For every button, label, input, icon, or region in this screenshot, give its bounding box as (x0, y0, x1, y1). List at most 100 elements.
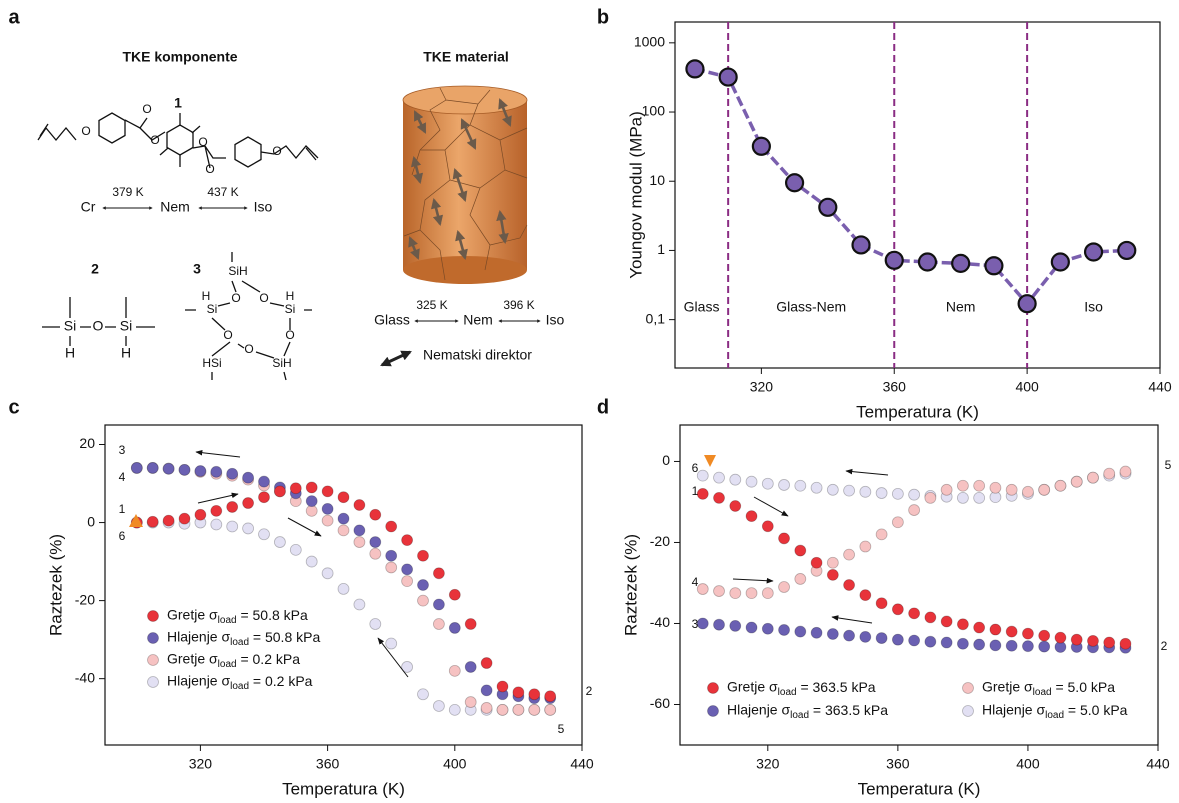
data-point (417, 579, 429, 591)
director-arrow (460, 118, 477, 150)
atom: H (202, 289, 211, 303)
y-tick-label: 0 (87, 513, 95, 529)
data-point (289, 482, 302, 495)
data-point (258, 491, 270, 504)
y-tick-label: -40 (650, 614, 670, 630)
data-point (818, 197, 838, 217)
atom: O (205, 162, 214, 176)
data-point (1022, 485, 1034, 498)
legend-label: Gretje σload = 363.5 kPa (727, 679, 876, 698)
data-point (401, 661, 414, 673)
data-point (385, 561, 398, 574)
atom: O (142, 102, 151, 116)
compound-number: 3 (193, 261, 201, 277)
bond (159, 113, 201, 167)
data-point (1070, 633, 1083, 646)
data-point (810, 626, 823, 639)
subscript: load (1045, 710, 1064, 721)
curve-number: 5 (1165, 458, 1172, 472)
data-point (528, 688, 541, 701)
data-point (321, 485, 334, 498)
data-point (956, 637, 969, 650)
atom: O (272, 144, 281, 158)
data-point (794, 625, 807, 638)
x-tick-label: 360 (883, 379, 907, 395)
data-point (851, 235, 871, 255)
start-marker (129, 514, 143, 527)
data-point (178, 512, 191, 525)
data-point (859, 485, 872, 498)
curve-number: 1 (119, 502, 126, 516)
compound-number: 1 (174, 95, 182, 111)
panel-label: b (597, 6, 609, 28)
data-point (745, 475, 758, 488)
data-point (1022, 640, 1034, 653)
data-point (448, 703, 461, 716)
atom: HSi (202, 356, 221, 370)
direction-arrow (845, 468, 889, 476)
data-point (210, 518, 223, 531)
data-point (794, 544, 807, 557)
data-point (875, 597, 888, 610)
data-point (258, 528, 270, 541)
data-point (696, 469, 709, 482)
data-point (859, 589, 872, 602)
director-arrow (498, 98, 512, 127)
atom: O (81, 124, 90, 138)
legend-label-rest: = 363.5 kPa (809, 702, 888, 718)
x-tick-label: 440 (1146, 756, 1170, 772)
director-arrow (496, 209, 509, 245)
data-point (401, 534, 414, 547)
data-point (162, 462, 175, 475)
data-point (321, 567, 334, 580)
crack (403, 87, 528, 281)
legend-marker (707, 705, 719, 717)
data-point (761, 587, 774, 600)
data-point (337, 524, 350, 537)
data-point (1117, 240, 1137, 261)
data-point (713, 471, 725, 484)
data-point (745, 621, 758, 634)
legend-label-rest: = 5.0 kPa (1064, 702, 1128, 718)
transition: 396 K (503, 298, 534, 312)
data-point (305, 481, 318, 494)
y-tick-label: 1 (657, 241, 665, 257)
data-point (210, 465, 223, 478)
panel-label: d (597, 396, 609, 418)
bond (39, 123, 49, 137)
y-axis-label: Raztezek (%) (621, 534, 640, 636)
chart-panel: b 320 360 400 440 0,1 1 10 100 1000 Temperatura (K… (597, 6, 1172, 421)
atom: H (286, 289, 295, 303)
curve-number: 2 (1161, 639, 1168, 653)
director-label: Nematski direktor (423, 347, 532, 363)
data-point (1054, 479, 1067, 492)
atom: O (198, 135, 207, 149)
data-point (130, 462, 143, 474)
legend-label-rest: = 0.2 kPa (237, 651, 301, 667)
section-title: TKE komponente (122, 49, 237, 65)
data-point (273, 485, 286, 498)
data-point (544, 703, 557, 716)
data-point (353, 524, 366, 537)
region-label: Nem (946, 299, 976, 315)
data-point (337, 491, 350, 504)
x-tick-label: 440 (1148, 379, 1172, 395)
atom: O (223, 328, 232, 342)
data-point (242, 522, 255, 535)
direction-arrow (377, 637, 409, 678)
data-point (1087, 471, 1099, 484)
phase: Glass (374, 312, 410, 328)
data-point (432, 618, 445, 630)
data-point (940, 615, 953, 628)
data-point (696, 617, 709, 630)
section-title: TKE material (423, 49, 509, 65)
data-point (751, 136, 771, 156)
director-arrow (410, 155, 424, 185)
legend-label: Gretje σload = 5.0 kPa (982, 679, 1115, 698)
data-point (1119, 637, 1132, 650)
data-point (810, 556, 823, 569)
data-point (1038, 629, 1051, 642)
transition: 437 K (207, 185, 238, 199)
legend-marker (707, 682, 719, 694)
